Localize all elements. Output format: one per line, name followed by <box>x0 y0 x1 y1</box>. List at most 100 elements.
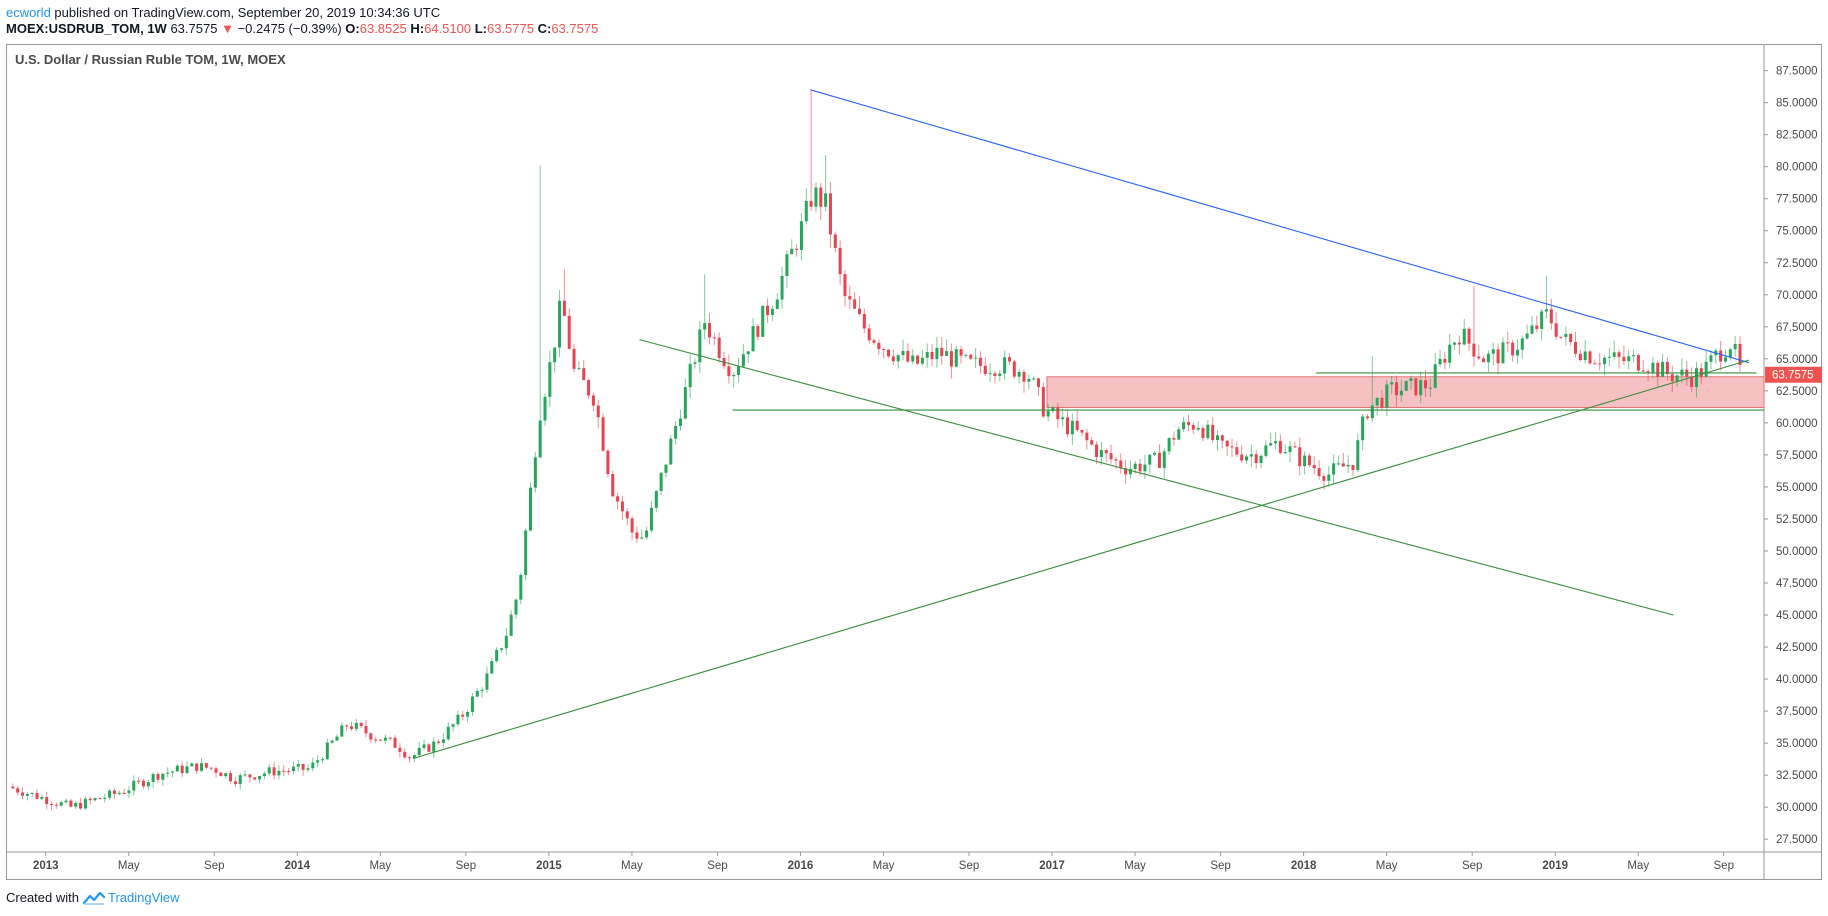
publisher-line: ecworld published on TradingView.com, Se… <box>6 5 440 21</box>
candle-body <box>703 323 707 330</box>
x-tick-label: 2017 <box>1039 860 1065 872</box>
candle-body <box>746 351 750 355</box>
candle-body <box>432 741 436 752</box>
candle-body <box>1361 416 1365 441</box>
candle-body <box>911 355 915 362</box>
candle-body <box>1738 343 1742 365</box>
candle-body <box>412 755 416 759</box>
candle-body <box>393 737 397 748</box>
candle-body <box>1109 453 1113 460</box>
candle-body <box>1133 463 1137 469</box>
candle-body <box>737 366 741 375</box>
x-tick-label: Sep <box>1462 860 1482 872</box>
candle-body <box>50 803 54 805</box>
candle-body <box>209 767 213 769</box>
candle-body <box>1157 452 1161 468</box>
candle-body <box>882 349 886 351</box>
candle-body <box>1327 474 1331 481</box>
trendline-rising-support <box>412 359 1750 760</box>
candle-body <box>441 739 445 743</box>
candle-body <box>1588 351 1592 364</box>
author-link[interactable]: ecworld <box>6 5 51 20</box>
candle-body <box>238 775 242 785</box>
candle-body <box>1564 333 1568 338</box>
candle-body <box>1119 460 1123 469</box>
candle-body <box>1012 361 1016 377</box>
candle-body <box>1607 356 1611 358</box>
candle-body <box>1419 380 1423 396</box>
candle-body <box>1375 397 1379 406</box>
y-tick-label: 60.0000 <box>1776 418 1818 430</box>
candle-body <box>156 774 160 780</box>
candle-body <box>1549 309 1553 324</box>
candle-body <box>1632 355 1636 357</box>
x-tick-label: May <box>1376 860 1398 872</box>
candle-body <box>1530 325 1534 334</box>
candle-body <box>577 368 581 370</box>
candle-body <box>935 347 939 360</box>
candle-body <box>766 305 770 315</box>
candle-body <box>16 788 20 793</box>
candle-body <box>616 496 620 502</box>
low-label: L: <box>474 21 487 36</box>
y-tick-label: 35.0000 <box>1776 738 1818 750</box>
candle-body <box>1186 422 1190 426</box>
candle-body <box>1733 343 1737 350</box>
candle-body <box>959 349 963 356</box>
candle-body <box>853 299 857 309</box>
candle-body <box>988 373 992 375</box>
x-tick-label: 2015 <box>536 860 562 872</box>
candle-body <box>243 774 247 776</box>
candle-body <box>785 254 789 277</box>
tradingview-brand[interactable]: TradingView <box>82 890 180 905</box>
candle-body <box>1235 447 1239 455</box>
candle-body <box>330 740 334 743</box>
footer: Created with TradingView <box>6 890 180 905</box>
candle-body <box>678 418 682 426</box>
y-tick-label: 45.0000 <box>1776 610 1818 622</box>
candle-body <box>374 739 378 741</box>
candle-body <box>1457 342 1461 345</box>
candle-body <box>1380 397 1384 408</box>
candle-body <box>1370 405 1374 419</box>
candle-body <box>1559 336 1563 338</box>
candle-body <box>103 797 107 799</box>
candle-body <box>920 357 924 364</box>
y-tick-label: 27.5000 <box>1776 834 1818 846</box>
candle-body <box>1230 446 1234 448</box>
candle-body <box>475 690 479 697</box>
candle-body <box>25 793 29 796</box>
candle-body <box>364 726 368 734</box>
candle-body <box>587 380 591 396</box>
candle-body <box>1293 446 1297 448</box>
candle-body <box>838 247 842 275</box>
candle-body <box>369 733 373 740</box>
candle-body <box>301 764 305 770</box>
candle-body <box>606 450 610 475</box>
candle-body <box>1341 463 1345 467</box>
candle-body <box>1641 370 1645 372</box>
candle-body <box>398 747 402 752</box>
candle-body <box>1336 463 1340 465</box>
candle-body <box>1036 378 1040 388</box>
published-text: published on TradingView.com, September … <box>54 5 441 20</box>
symbol-label: MOEX:USDRUB_TOM, 1W <box>6 21 167 36</box>
y-tick-label: 52.5000 <box>1776 514 1818 526</box>
candle-body <box>1694 368 1698 387</box>
candle-body <box>1191 425 1195 430</box>
y-tick-label: 67.5000 <box>1776 322 1818 334</box>
y-tick-label: 87.5000 <box>1776 66 1818 78</box>
candle-body <box>1264 445 1268 456</box>
candle-body <box>1424 380 1428 389</box>
candle-body <box>775 299 779 309</box>
candle-body <box>316 760 320 763</box>
candle-body <box>1351 465 1355 471</box>
candle-body <box>54 804 58 806</box>
candle-body <box>456 714 460 725</box>
trendline-falling-channel <box>639 339 1674 616</box>
x-tick-label: Sep <box>456 860 476 872</box>
candle-body <box>127 790 131 794</box>
candle-body <box>1288 446 1292 453</box>
candle-body <box>1617 352 1621 357</box>
